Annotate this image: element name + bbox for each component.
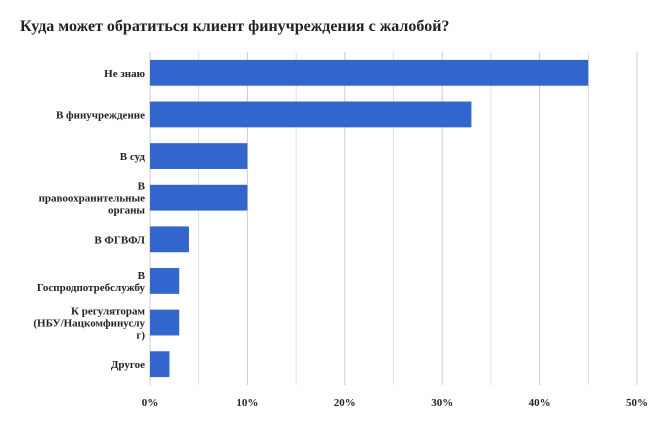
category-label: В финучреждение	[56, 109, 145, 121]
category-label-line: К регуляторам	[71, 306, 145, 318]
x-tick-label: 30%	[431, 397, 453, 409]
chart-title: Куда может обратиться клиент финучрежден…	[20, 18, 450, 35]
category-label-line: г)	[136, 330, 145, 342]
category-label-line: Другое	[111, 359, 145, 371]
bar-3	[150, 143, 248, 169]
bar-4	[150, 184, 248, 211]
category-label-line: В суд	[120, 151, 146, 163]
bar-8	[150, 351, 170, 378]
bar-layer	[150, 59, 589, 378]
x-tick-label: 20%	[334, 397, 356, 409]
category-labels: Не знаю В финучреждение В суд В правоохранит…	[33, 68, 145, 371]
category-label: В суд	[120, 151, 146, 163]
category-label: Не знаю	[104, 68, 145, 80]
x-tick-label: 50%	[626, 397, 648, 409]
bar-6	[150, 268, 180, 294]
bar-1	[150, 59, 589, 86]
grid-layer	[149, 52, 638, 385]
x-tick-label: 10%	[236, 397, 258, 409]
bar-7	[150, 309, 180, 336]
x-tick-label: 40%	[529, 397, 551, 409]
x-tick-labels: 0% 10% 20% 30% 40% 50%	[142, 397, 648, 409]
category-label-line: В	[138, 270, 146, 282]
category-label-line: В	[138, 181, 146, 193]
category-label-line: (НБУ/Нацкомфинуслу	[33, 318, 145, 330]
bar-5	[150, 226, 189, 253]
x-tick-label: 0%	[142, 397, 159, 409]
category-label: Другое	[111, 359, 145, 371]
category-label-line: Не знаю	[104, 68, 145, 80]
category-label-line: В финучреждение	[56, 109, 145, 121]
category-label-line: В ФГВФЛ	[94, 234, 145, 246]
bar-2	[150, 101, 472, 128]
category-label-line: Госпродпотребслужбу	[37, 282, 146, 294]
category-label-line: правоохранительные	[39, 193, 146, 205]
category-label-line: органы	[108, 205, 145, 217]
category-label: В ФГВФЛ	[94, 234, 145, 246]
category-label: К регуляторам (НБУ/Нацкомфинуслу г)	[33, 306, 145, 342]
category-label: В Госпродпотребслужбу	[37, 270, 146, 294]
